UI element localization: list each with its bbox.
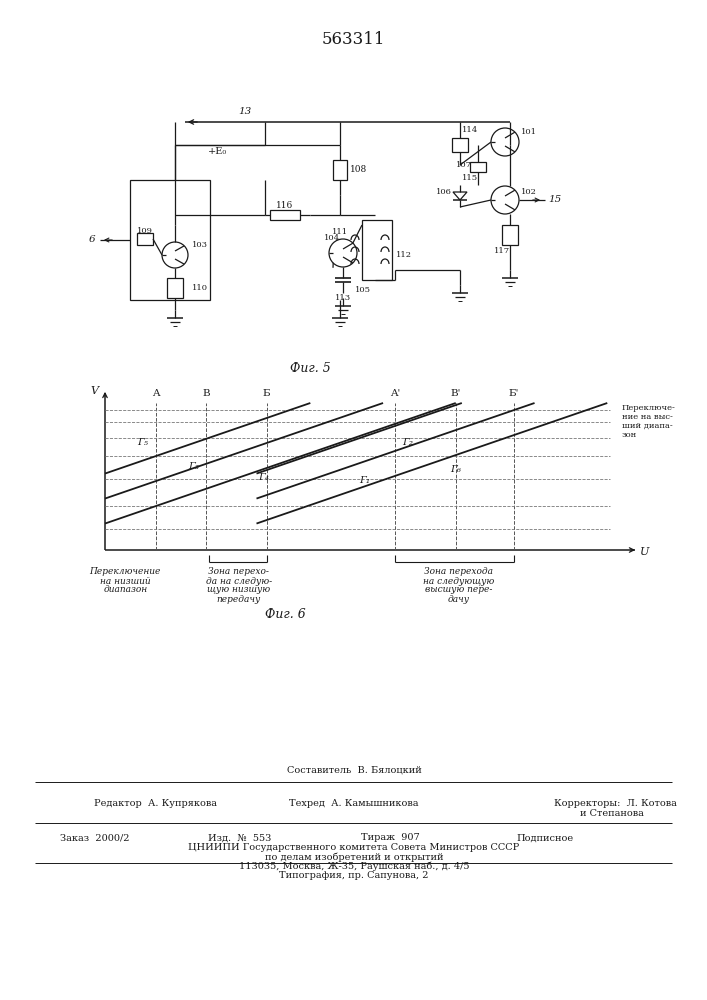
Text: B: B [202, 389, 210, 398]
Bar [362, 220, 392, 280]
Text: Изд.  №  553: Изд. № 553 [209, 834, 271, 842]
Text: Г₄: Г₄ [259, 473, 269, 482]
Text: 104: 104 [324, 234, 340, 242]
Text: дачу: дачу [448, 594, 469, 603]
Text: передачу: передачу [217, 594, 261, 603]
Text: 114: 114 [462, 126, 478, 134]
Text: 563311: 563311 [322, 31, 385, 48]
Text: Г₆: Г₆ [450, 465, 462, 474]
Text: ший диапа-: ший диапа- [622, 422, 673, 430]
Text: 110: 110 [192, 284, 208, 292]
Text: A: A [152, 389, 159, 398]
Text: Техред  А. Камышникова: Техред А. Камышникова [289, 798, 419, 808]
Text: по делам изобретений и открытий: по делам изобретений и открытий [264, 852, 443, 862]
Bar [130, 180, 210, 300]
Text: 107: 107 [456, 161, 472, 169]
Text: Г₁: Г₁ [360, 476, 370, 485]
Bar [270, 210, 300, 220]
Text: U: U [640, 547, 649, 557]
Text: 101: 101 [521, 128, 537, 136]
Text: 103: 103 [192, 241, 208, 249]
Text: Подписное: Подписное [516, 834, 573, 842]
Text: ние на выс-: ние на выс- [622, 413, 673, 421]
Text: 115: 115 [462, 174, 478, 182]
Text: 106: 106 [436, 188, 452, 196]
Text: ЦНИИПИ Государственного комитета Совета Министров СССР: ЦНИИПИ Государственного комитета Совета … [188, 844, 520, 852]
Text: 117: 117 [494, 247, 510, 255]
Text: Г₃: Г₃ [188, 462, 199, 471]
Text: да на следую-: да на следую- [206, 576, 272, 585]
Text: B': B' [451, 389, 461, 398]
Text: Заказ  2000/2: Заказ 2000/2 [60, 834, 130, 842]
Text: Переключение: Переключение [90, 568, 161, 576]
Text: 109: 109 [137, 227, 153, 235]
Text: на низший: на низший [100, 576, 151, 585]
Text: щую низшую: щую низшую [207, 585, 270, 594]
Bar [167, 278, 183, 298]
Text: 116: 116 [276, 200, 293, 210]
Text: Редактор  А. Купрякова: Редактор А. Купрякова [93, 798, 216, 808]
Text: 13: 13 [238, 107, 252, 116]
Text: Типография, пр. Сапунова, 2: Типография, пр. Сапунова, 2 [279, 871, 428, 880]
Text: 105: 105 [355, 286, 371, 294]
Text: 108: 108 [351, 165, 368, 174]
Text: высшую пере-: высшую пере- [425, 585, 492, 594]
Bar [333, 160, 347, 180]
Text: 113: 113 [335, 294, 351, 302]
Text: Зона перехо-: Зона перехо- [209, 568, 269, 576]
Text: 15: 15 [548, 196, 561, 205]
Text: на следующую: на следующую [423, 576, 494, 585]
Text: A': A' [390, 389, 400, 398]
Text: Фиг. 5: Фиг. 5 [290, 361, 330, 374]
Text: диапазон: диапазон [103, 585, 147, 594]
Text: Фиг. 6: Фиг. 6 [264, 608, 305, 621]
Text: Г₅: Г₅ [137, 438, 148, 447]
Text: 6: 6 [88, 235, 95, 244]
Bar [502, 225, 518, 245]
Text: Г₂: Г₂ [402, 438, 414, 447]
Bar [470, 162, 486, 172]
Text: Б: Б [263, 389, 270, 398]
Text: V: V [90, 386, 98, 396]
Text: 102: 102 [521, 188, 537, 196]
Text: Корректоры:  Л. Котова: Корректоры: Л. Котова [554, 798, 677, 808]
Text: 112: 112 [396, 251, 412, 259]
Text: 111: 111 [332, 228, 348, 236]
Text: Переключе-: Переключе- [622, 404, 676, 412]
Bar [137, 233, 153, 245]
Text: Составитель  В. Бялоцкий: Составитель В. Бялоцкий [286, 766, 421, 774]
Text: Б': Б' [509, 389, 519, 398]
Text: Зона перехода: Зона перехода [424, 568, 493, 576]
Text: зон: зон [622, 431, 637, 439]
Text: и Степанова: и Степанова [580, 808, 644, 818]
Text: Тираж  907: Тираж 907 [361, 834, 419, 842]
Text: 113035, Москва, Ж-35, Раушская наб., д. 4/5: 113035, Москва, Ж-35, Раушская наб., д. … [239, 861, 469, 871]
Text: +E₀: +E₀ [208, 147, 227, 156]
Bar [452, 138, 468, 152]
